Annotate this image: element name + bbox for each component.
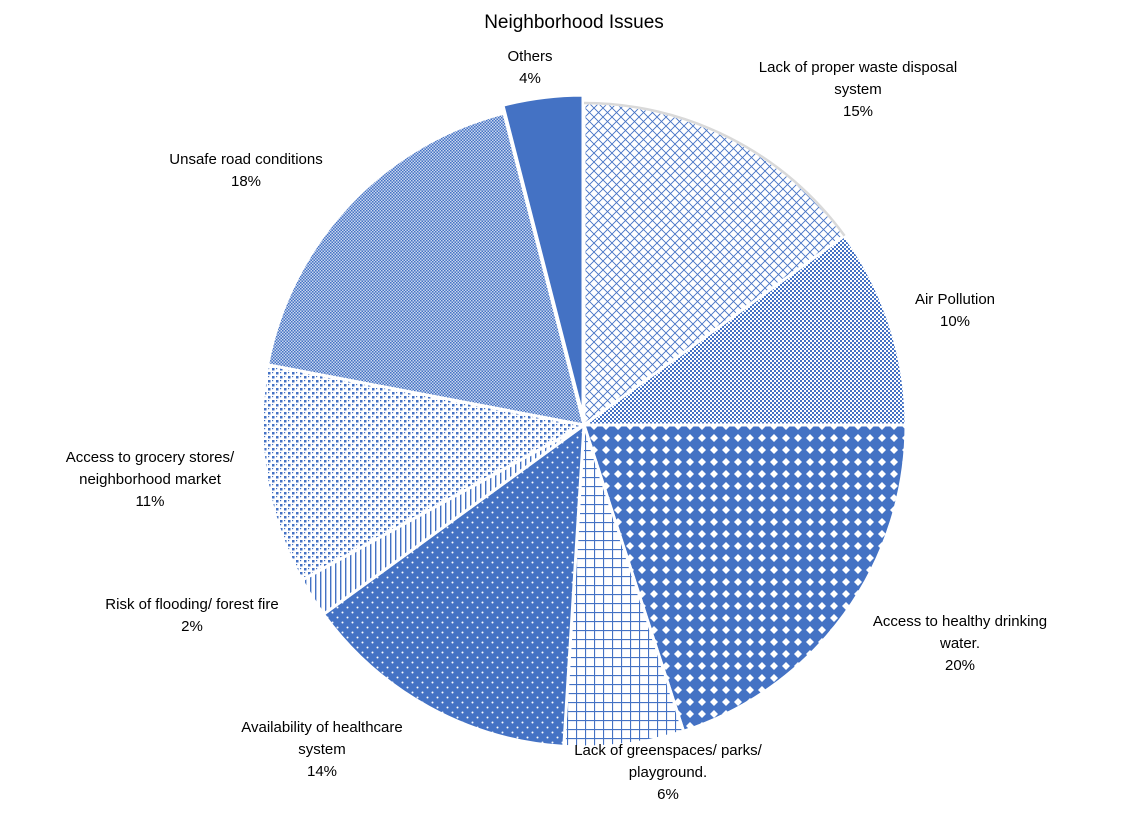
slice-label-3: Access to healthy drinking water. 20% [873,613,1047,674]
slice-category-label: system [298,741,346,758]
pie-slice-3 [582,423,908,733]
slice-value-label: 15% [843,103,873,120]
pie-slice-9 [501,93,585,419]
pie-slice-7 [260,363,586,582]
slice-label-6: Risk of flooding/ forest fire 2% [105,596,278,635]
slice-category-label: playground. [629,764,707,781]
slice-label-9: Others 4% [507,48,552,87]
pie-labels: Lack of proper waste disposal system 15% Ai… [66,48,1047,803]
slice-label-2: Air Pollution 10% [915,291,995,330]
slice-category-label: water. [939,635,980,652]
slice-category-label: Air Pollution [915,291,995,308]
pie-slice-2 [582,234,908,427]
pie-slice-8 [266,111,586,427]
slice-value-label: 20% [945,657,975,674]
slice-value-label: 4% [519,70,541,87]
slice-value-label: 10% [940,313,970,330]
chart-title: Neighborhood Issues [484,12,664,33]
slice-category-label: system [834,81,882,98]
slice-category-label: neighborhood market [79,471,222,488]
slice-category-label: Lack of greenspaces/ parks/ [574,742,762,759]
slice-value-label: 6% [657,786,679,803]
slice-label-4: Lack of greenspaces/ parks/playground. 6% [574,742,762,803]
slice-category-label: Unsafe road conditions [169,151,322,168]
pie-slice-5 [321,423,586,748]
slice-category-label: Availability of healthcare [241,719,402,736]
slice-label-8: Unsafe road conditions 18% [169,151,322,190]
slice-value-label: 11% [136,493,165,510]
slice-value-label: 18% [231,173,261,190]
slice-label-7: Access to grocery stores/neighborhood ma… [66,449,235,510]
slice-value-label: 14% [307,763,337,780]
slice-1-rim [583,101,846,237]
slice-category-label: Lack of proper waste disposal [759,59,957,76]
slice-label-1: Lack of proper waste disposal system 15% [759,59,957,120]
slice-category-label: Access to healthy drinking [873,613,1047,630]
pie-slice-4 [562,423,686,749]
slice-category-label: Others [507,48,552,65]
slice-category-label: Risk of flooding/ forest fire [105,596,278,613]
slice-category-label: Access to grocery stores/ [66,449,235,466]
slice-label-5: Availability of healthcare system 14% [241,719,402,780]
pie-slices [260,93,908,749]
slice-value-label: 2% [181,618,203,635]
